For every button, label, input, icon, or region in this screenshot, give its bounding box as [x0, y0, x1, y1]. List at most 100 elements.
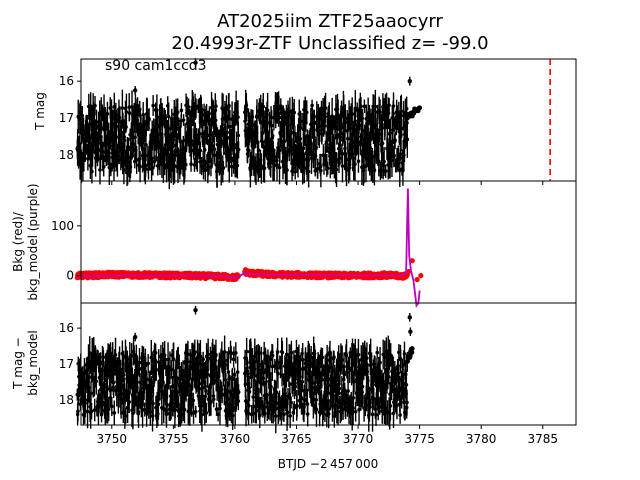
data-point [235, 163, 240, 168]
data-point [127, 111, 132, 115]
data-point [160, 389, 164, 394]
data-point [197, 382, 202, 386]
data-point [193, 409, 198, 414]
data-point [375, 350, 380, 355]
data-point [212, 147, 217, 152]
data-point [251, 395, 256, 399]
data-point [101, 355, 106, 359]
y-tick-label: 18 [59, 148, 74, 162]
data-point [301, 146, 306, 151]
data-point [398, 152, 403, 156]
data-point [270, 133, 275, 138]
data-point [228, 124, 232, 129]
data-point [76, 409, 80, 414]
data-point [311, 372, 315, 377]
outlier-point [132, 88, 138, 93]
data-point [392, 153, 396, 158]
data-point [99, 126, 104, 130]
data-points [75, 58, 423, 190]
data-point [200, 412, 204, 417]
data-point [178, 139, 183, 143]
data-point [236, 390, 241, 395]
data-point [356, 352, 361, 357]
data-point [197, 132, 202, 136]
data-point [298, 367, 303, 371]
data-point [204, 389, 208, 393]
data-point [131, 411, 135, 416]
data-point [126, 147, 131, 152]
data-point [93, 103, 97, 108]
data-point [101, 165, 106, 169]
data-point [206, 352, 210, 357]
data-point [211, 397, 216, 402]
data-point [153, 351, 158, 355]
y-tick-label: 0 [66, 269, 74, 283]
data-point [247, 148, 251, 153]
plot-frame [80, 180, 577, 304]
data-point [285, 168, 289, 172]
bkg-point [418, 273, 424, 279]
data-point [266, 354, 270, 359]
data-point [255, 114, 259, 118]
data-point [342, 372, 347, 377]
data-point [234, 350, 238, 355]
bkg-point [414, 276, 420, 283]
data-point [89, 391, 93, 396]
data-point [293, 384, 298, 389]
data-point [314, 145, 318, 150]
data-point [123, 414, 128, 418]
data-point [144, 143, 148, 147]
data-point [164, 165, 169, 170]
data-point [332, 355, 336, 359]
data-point [130, 105, 134, 109]
data-points [75, 305, 415, 434]
data-point [134, 389, 138, 394]
data-point [146, 361, 150, 366]
data-point [262, 166, 267, 171]
data-point [230, 377, 235, 382]
data-point [325, 166, 330, 170]
data-point [274, 390, 279, 394]
data-point [137, 107, 142, 112]
data-point [229, 351, 233, 355]
y-tick-label: 100 [51, 219, 74, 233]
data-point [373, 104, 378, 109]
data-point [374, 412, 378, 417]
data-point [346, 370, 350, 375]
data-point [315, 166, 320, 171]
data-point [370, 412, 375, 417]
data-point [369, 362, 374, 367]
data-point [285, 410, 290, 415]
data-point [373, 365, 377, 370]
data-point [260, 131, 265, 135]
data-point [100, 400, 105, 405]
data-point [152, 378, 156, 383]
data-point [340, 164, 345, 168]
chart-title-line1: AT2025iim ZTF25aaocyrr [217, 11, 443, 32]
data-point [102, 382, 107, 386]
data-point [236, 147, 241, 152]
data-point [300, 379, 305, 384]
data-point [110, 404, 114, 409]
data-point [174, 365, 179, 370]
data-point [282, 412, 286, 417]
data-point [343, 116, 348, 121]
data-point [344, 353, 349, 358]
data-point [247, 403, 251, 408]
data-point [175, 110, 180, 115]
data-point [378, 113, 382, 118]
data-point [314, 407, 319, 412]
data-point [340, 358, 344, 362]
data-point [183, 162, 188, 167]
data-point [105, 111, 110, 116]
data-point [310, 103, 314, 108]
data-point [391, 104, 396, 108]
y-tick-label: 17 [59, 111, 74, 125]
data-point [273, 414, 278, 418]
data-point [270, 353, 275, 358]
data-point [106, 407, 111, 411]
data-point [259, 166, 264, 171]
data-point [147, 117, 151, 121]
y-tick-label: 16 [59, 74, 74, 88]
